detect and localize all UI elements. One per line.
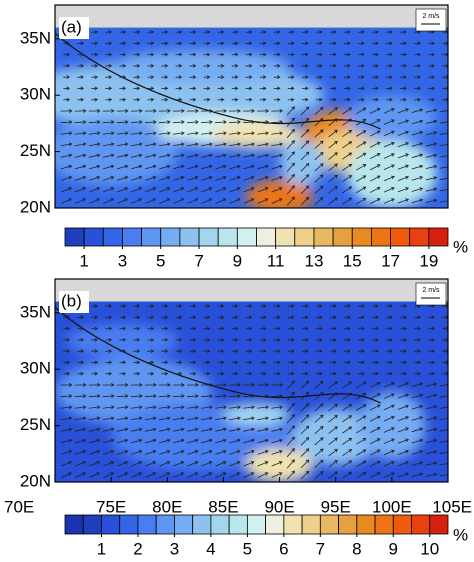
reference-vector-label: 2 m/s (422, 13, 440, 20)
colorbar-box (218, 228, 237, 246)
colorbar-box (333, 228, 352, 246)
colorbar-box (393, 515, 411, 534)
colorbar-box (284, 515, 302, 534)
colorbar-box (430, 515, 448, 534)
colorbar-box (229, 515, 247, 534)
colorbar-tick-label: 3 (170, 539, 179, 557)
field-patch (280, 140, 325, 185)
x-tick-label: 105E (432, 497, 472, 516)
y-tick-label: 30N (20, 359, 51, 378)
x-tick-label: 95E (321, 497, 351, 516)
colorbar-box (339, 515, 357, 534)
colorbar-box (352, 228, 371, 246)
colorbar-box (391, 228, 410, 246)
field-patch (347, 140, 437, 208)
colorbar-box (193, 515, 211, 534)
colorbar-tick-label: 7 (316, 539, 325, 557)
colorbar-box (375, 515, 393, 534)
colorbar-tick-label: 2 (133, 539, 142, 557)
y-tick-label: 20N (20, 471, 51, 490)
x-tick-label: 75E (96, 497, 126, 516)
x-tick-label: 100E (372, 497, 412, 516)
colorbar-box (314, 228, 333, 246)
colorbar-box (65, 515, 83, 534)
colorbar-box (276, 228, 295, 246)
colorbar-box (101, 515, 119, 534)
colorbar-box (266, 515, 284, 534)
reference-vector-label: 2 m/s (422, 287, 440, 294)
colorbar-tick-label: 8 (352, 539, 361, 557)
colorbar-tick-label: 19 (419, 251, 438, 270)
y-tick-label: 25N (20, 415, 51, 434)
panel-label: (a) (61, 17, 82, 36)
colorbar-box (83, 515, 101, 534)
colorbar-box (412, 515, 430, 534)
colorbar-box (247, 515, 265, 534)
colorbar-box (257, 228, 276, 246)
colorbar-box (161, 228, 180, 246)
colorbar-box (103, 228, 122, 246)
y-tick-label: 25N (20, 141, 51, 160)
field-patch (358, 392, 425, 460)
colorbar-tick-label: 1 (97, 539, 106, 557)
colorbar-tick-label: 1 (79, 251, 88, 270)
colorbar-tick-label: 10 (420, 539, 439, 557)
colorbar-tick-label: 6 (279, 539, 288, 557)
colorbar-box (320, 515, 338, 534)
colorbar-tick-label: 9 (233, 251, 242, 270)
colorbar-box (180, 228, 199, 246)
colorbar-unit: % (453, 525, 468, 544)
colorbar-tick-label: 5 (243, 539, 252, 557)
colorbar-tick-label: 15 (343, 251, 362, 270)
colorbar-tick-label: 3 (118, 251, 127, 270)
colorbar-tick-label: 5 (156, 251, 165, 270)
colorbar-box (237, 228, 256, 246)
no-data-region (55, 5, 448, 28)
colorbar-tick-label: 11 (267, 251, 285, 270)
x-tick-label: 80E (152, 497, 182, 516)
colorbar-tick-label: 13 (304, 251, 323, 270)
colorbar-tick-label: 4 (206, 539, 215, 557)
y-tick-label: 35N (20, 28, 51, 47)
no-data-region (55, 279, 448, 302)
colorbar-tick-label: 17 (381, 251, 400, 270)
colorbar-box (120, 515, 138, 534)
colorbar-box (84, 228, 103, 246)
map-field (55, 279, 451, 482)
colorbar-box (199, 228, 218, 246)
colorbar-box (357, 515, 375, 534)
colorbar-box (65, 228, 84, 246)
colorbar-box (302, 515, 320, 534)
y-tick-label: 20N (20, 197, 51, 216)
colorbar-tick-label: 9 (389, 539, 398, 557)
colorbar-box (410, 228, 429, 246)
x-tick-label: 70E (4, 497, 34, 516)
colorbar-box (122, 228, 141, 246)
panel-label: (b) (61, 291, 82, 310)
x-tick-label: 90E (264, 497, 294, 516)
colorbar-box (142, 228, 161, 246)
y-tick-label: 35N (20, 302, 51, 321)
colorbar-tick-label: 7 (194, 251, 203, 270)
colorbar-box (174, 515, 192, 534)
colorbar-box (371, 228, 390, 246)
colorbar-box (156, 515, 174, 534)
x-tick-label: 85E (208, 497, 238, 516)
colorbar-box (295, 228, 314, 246)
colorbar-box (211, 515, 229, 534)
colorbar-unit: % (453, 237, 468, 256)
colorbar-box (138, 515, 156, 534)
colorbar-box (429, 228, 448, 246)
y-tick-label: 30N (20, 85, 51, 104)
